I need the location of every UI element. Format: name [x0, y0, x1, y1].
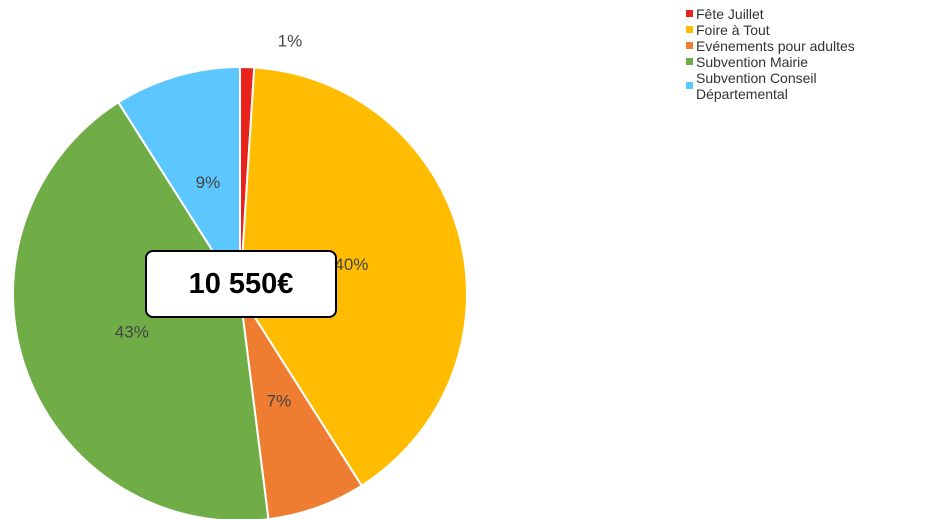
- legend-label: Fête Juillet: [696, 6, 764, 22]
- legend-swatch: [686, 26, 693, 33]
- legend: Fête Juillet Foire à Tout Evénements pour …: [686, 6, 876, 102]
- legend-item: Evénements pour adultes: [686, 38, 876, 54]
- legend-swatch: [686, 58, 693, 65]
- pie-slice: [239, 293, 364, 519]
- legend-item: Fête Juillet: [686, 6, 876, 22]
- legend-label: Evénements pour adultes: [696, 38, 855, 54]
- legend-swatch: [686, 10, 693, 17]
- data-label: 9%: [196, 173, 221, 192]
- data-label: 1%: [278, 32, 303, 51]
- total-annotation: 10 550€: [145, 250, 337, 318]
- legend-item: Subvention Mairie: [686, 54, 876, 70]
- legend-item: Foire à Tout: [686, 22, 876, 38]
- pie-slice: [116, 65, 241, 298]
- data-label: 43%: [115, 322, 149, 341]
- data-label: 40%: [334, 255, 368, 274]
- pie-slice: [12, 100, 270, 519]
- legend-item: Subvention Conseil Départemental: [686, 70, 876, 102]
- data-label: 7%: [267, 392, 292, 411]
- pie-slice: [238, 66, 468, 488]
- legend-label: Subvention Conseil Départemental: [696, 70, 817, 102]
- legend-swatch: [686, 82, 693, 89]
- legend-label: Foire à Tout: [696, 22, 770, 38]
- legend-label: Subvention Mairie: [696, 54, 809, 70]
- legend-swatch: [686, 42, 693, 49]
